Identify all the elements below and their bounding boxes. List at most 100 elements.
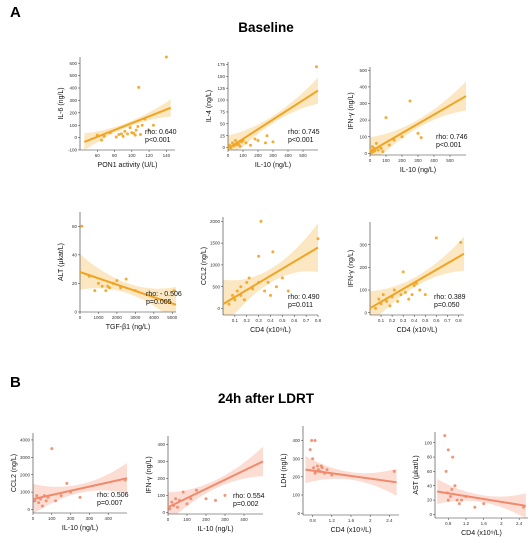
data-point [35,494,39,498]
x-tick-label: 4000 [149,315,160,320]
data-point [392,288,396,292]
data-point [177,498,181,502]
x-tick-label: 500 [299,153,307,158]
data-point [269,293,272,297]
data-point [374,306,378,310]
section-a-title: Baseline [238,20,294,35]
y-tick-label: 1000 [210,263,221,268]
x-tick-label: 2.4 [516,521,523,526]
x-tick-label: 0.1 [378,318,385,323]
x-tick-label: 100 [48,516,56,521]
data-point [418,288,422,292]
data-point [450,487,454,491]
data-point [69,490,73,494]
x-tick-label: 300 [221,517,229,522]
y-tick-label: 25 [220,133,226,138]
rho-annotation: rho: 0.746 [436,134,468,141]
x-axis-label: IL-10 (ng/L) [197,526,233,533]
p-value-annotation: p=0.011 [288,302,313,309]
y-tick-label: 80 [427,455,433,460]
data-point [204,497,208,501]
data-point [121,134,125,138]
x-tick-label: 2 [500,521,503,526]
data-point [59,494,63,498]
data-point [78,495,82,499]
y-tick-label: 40 [427,483,433,488]
x-tick-label: 1000 [93,315,104,320]
x-axis-label: CD4 (x10⁹/L) [461,530,502,537]
y-tick-label: 0 [74,135,77,140]
data-point [247,276,251,280]
x-tick-label: 0 [32,516,35,521]
data-point [174,497,178,501]
data-point [313,439,317,443]
y-tick-label: 0 [27,507,30,512]
chart-10: 0 20 40 60 80 100 0.8 1.2 1.6 2 2.4 CD4 (x10⁹/L) AST… [413,432,528,537]
y-tick-label: 300 [359,242,367,247]
data-point [434,236,438,240]
y-tick-label: 0 [217,306,220,311]
y-tick-label: 3000 [20,455,31,460]
data-point [65,481,69,485]
data-point [387,143,391,147]
regression-line [369,252,465,310]
x-axis-label: IL-10 (ng/L) [62,525,98,532]
y-axis-label: IFN-γ (ng/L) [348,250,355,287]
y-tick-label: 500 [69,73,77,78]
panel-a-label: A [10,4,21,21]
y-tick-label: 1500 [210,241,221,246]
y-axis-label: AST (µkat/L) [413,455,420,494]
data-point [235,289,239,293]
data-point [176,505,179,509]
y-tick-label: 500 [359,68,367,73]
data-point [249,143,252,147]
y-tick-label: 20 [72,281,78,286]
data-point [423,293,427,297]
p-value-annotation: p=0.007 [97,500,123,507]
data-point [374,141,378,145]
x-tick-label: 0.3 [255,318,262,323]
data-point [443,434,447,438]
data-point [385,299,389,303]
data-point [124,277,128,281]
data-point [381,293,385,297]
x-tick-label: 1.2 [329,518,336,523]
section-b-title: 24h after LDRT [218,391,315,406]
x-tick-label: 1.2 [463,521,470,526]
data-point [100,138,104,142]
y-axis-label: ALT (µkat/L) [58,243,65,281]
data-point [316,237,320,241]
data-point [123,478,127,482]
x-axis-label: CD4 (x10⁹/L) [331,527,372,534]
data-point [172,289,176,293]
y-tick-label: -100 [68,148,78,153]
x-tick-label: 0.8 [455,318,462,323]
regression-line [32,477,128,501]
data-point [151,123,155,127]
data-point [138,133,142,136]
data-point [39,497,43,501]
p-value-annotation: p=0.002 [233,501,259,508]
x-tick-label: 0 [369,158,372,163]
data-point [314,469,318,473]
x-tick-label: 0.3 [400,318,407,323]
x-tick-label: 0.1 [232,318,239,323]
data-point [464,495,468,498]
data-point [264,141,267,145]
data-point [379,146,383,150]
y-tick-label: 75 [220,110,226,115]
y-tick-label: 100 [157,493,165,498]
data-point [164,55,168,59]
confidence-band [223,223,318,315]
data-point [123,129,127,133]
y-tick-label: 0 [162,510,165,515]
y-axis-label: IFN-γ (ng/L) [146,456,153,493]
x-axis-label: PON1 activity (U/L) [98,162,158,169]
x-tick-label: 0.8 [315,318,322,323]
data-point [451,455,455,459]
x-tick-label: 1.6 [481,521,488,526]
data-point [263,289,267,293]
x-tick-label: 400 [104,516,112,521]
y-tick-label: 125 [217,86,225,91]
